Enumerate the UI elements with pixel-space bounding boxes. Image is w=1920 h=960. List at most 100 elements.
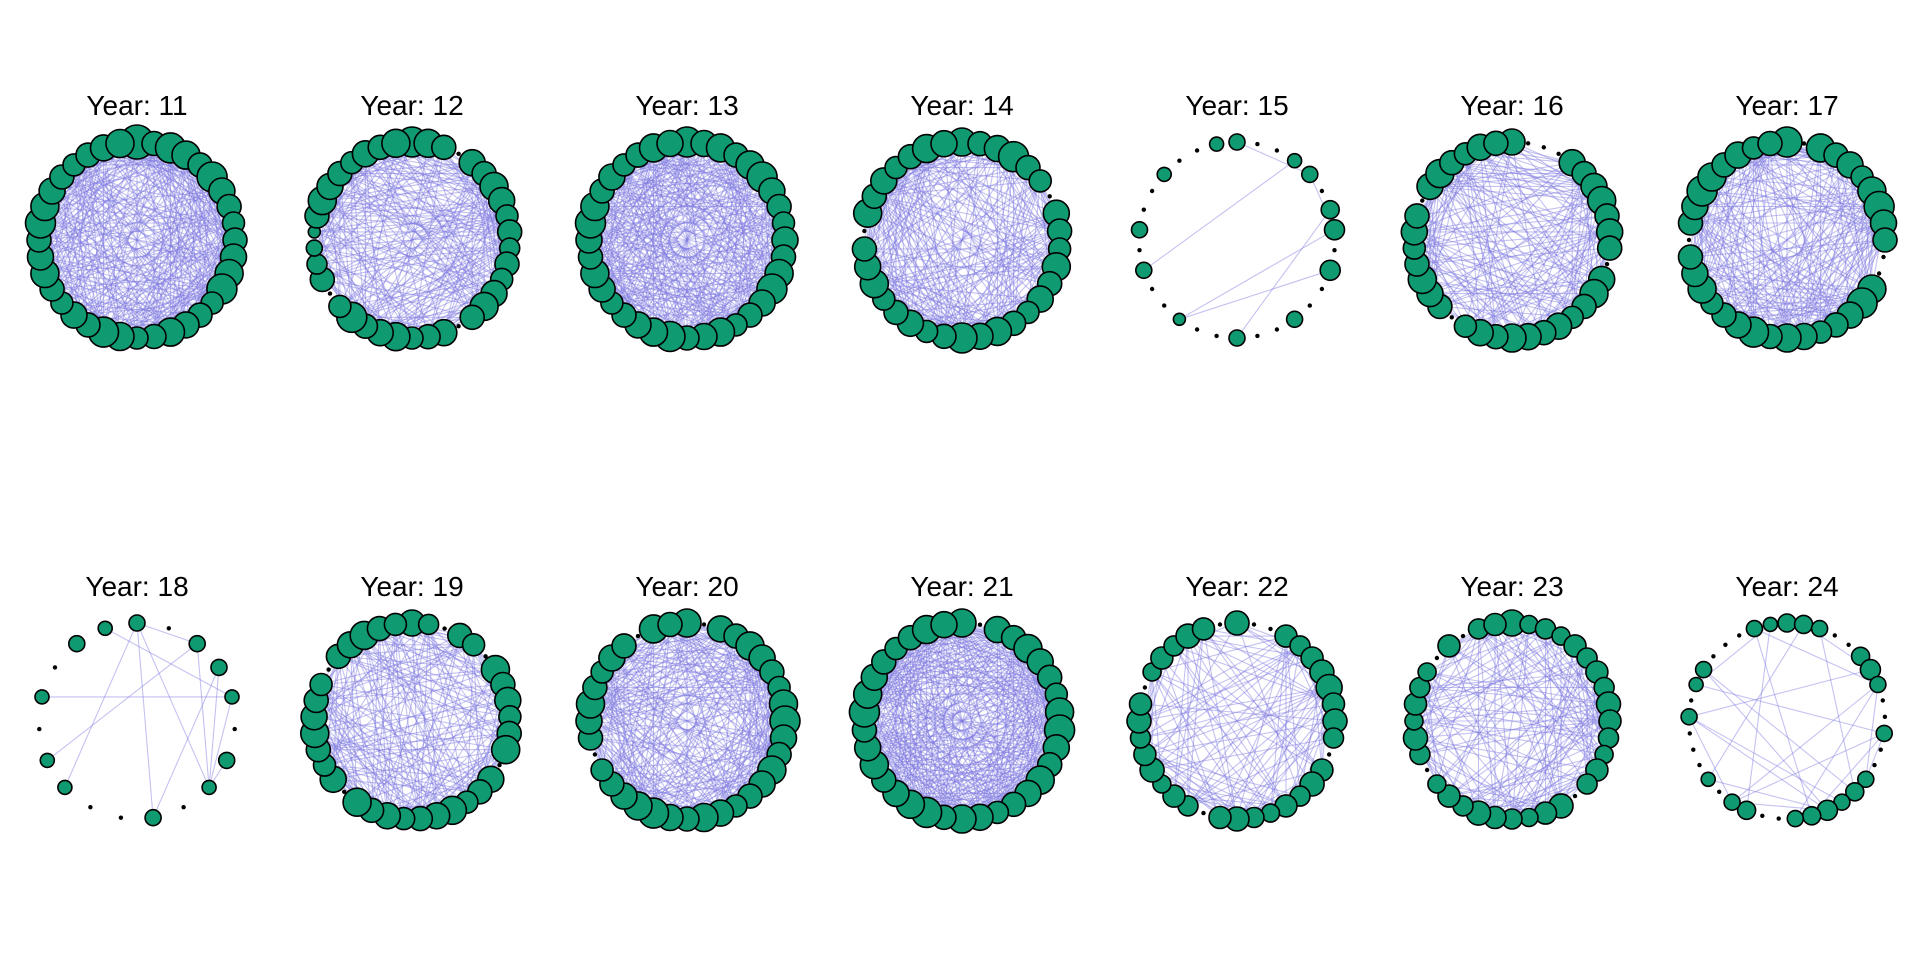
- network-edge: [1701, 154, 1739, 290]
- network-edge: [1737, 154, 1884, 224]
- network-edge: [411, 162, 473, 339]
- network-edge: [867, 661, 1041, 749]
- network-edge: [653, 256, 784, 333]
- network-edge: [873, 196, 963, 339]
- network-edge: [1140, 686, 1330, 739]
- network-edge: [428, 624, 481, 792]
- network-edge: [1415, 635, 1562, 705]
- network-edge: [322, 200, 510, 233]
- network-edge: [1479, 146, 1608, 217]
- network-edge: [73, 302, 213, 316]
- network-edge: [349, 644, 453, 811]
- network-edge: [669, 624, 784, 739]
- network-edge: [40, 256, 222, 290]
- network-edge: [909, 629, 928, 805]
- network-node: [1801, 805, 1822, 826]
- network-edge: [1439, 173, 1595, 295]
- network-edge: [322, 200, 510, 249]
- network-edge: [1479, 215, 1608, 334]
- network-edge: [873, 677, 928, 813]
- network-edge: [961, 711, 1061, 820]
- network-edge: [1419, 628, 1546, 755]
- network-edge: [1737, 222, 1884, 326]
- network-edge: [61, 155, 89, 304]
- network-edge: [316, 215, 510, 233]
- network-edge: [44, 143, 155, 274]
- network-edge: [136, 141, 187, 326]
- network-edge: [653, 147, 773, 290]
- network-edge: [394, 624, 421, 819]
- network-edge: [73, 164, 234, 258]
- network-edge: [1439, 173, 1545, 334]
- network-edge: [594, 176, 763, 274]
- panel-title: Year: 12: [360, 90, 463, 121]
- network-edge: [623, 635, 737, 797]
- network-edge: [943, 624, 1057, 749]
- network-edge: [611, 176, 772, 192]
- network-edge: [1786, 147, 1822, 339]
- network-edge: [1419, 687, 1496, 818]
- network-edge: [1415, 703, 1588, 785]
- network-node: [306, 253, 328, 275]
- network-edge: [749, 645, 763, 785]
- network-edge: [594, 164, 751, 274]
- network-edge: [1429, 278, 1602, 295]
- network-edge: [874, 180, 1041, 197]
- network-edge: [926, 661, 1041, 813]
- network-edge: [136, 164, 201, 339]
- network-edge: [864, 711, 998, 813]
- network-edge: [322, 185, 495, 202]
- network-edge: [588, 622, 688, 722]
- network-edge: [1819, 190, 1873, 333]
- network-edge: [623, 720, 786, 797]
- network-edge: [356, 699, 509, 803]
- network-edge: [1511, 141, 1545, 333]
- network-edge: [611, 657, 737, 807]
- network-edge: [1448, 753, 1605, 797]
- network-edge: [338, 655, 508, 701]
- network-edge: [623, 769, 772, 797]
- network-edge: [623, 645, 705, 818]
- network-edge: [601, 671, 773, 771]
- network-edge: [594, 687, 654, 814]
- network-edge: [961, 622, 1015, 805]
- network-edge: [926, 629, 1015, 805]
- network-edge: [1528, 624, 1598, 771]
- network-edge: [44, 147, 171, 207]
- network-node: [1597, 727, 1620, 749]
- network-edge: [351, 247, 510, 318]
- network-edge: [443, 147, 508, 265]
- network-edge: [669, 143, 722, 333]
- network-edge: [623, 783, 763, 797]
- network-edge: [623, 164, 688, 339]
- network-edge: [351, 141, 413, 318]
- network-edge: [652, 622, 688, 814]
- network-edge: [996, 637, 1015, 813]
- network-edge: [73, 147, 105, 316]
- network-edge: [73, 190, 223, 316]
- network-edge: [102, 141, 138, 333]
- network-edge: [719, 164, 751, 333]
- network-edge: [365, 153, 495, 187]
- network-edge: [1144, 753, 1287, 807]
- network-node: [1723, 793, 1741, 812]
- network-edge: [1694, 206, 1863, 304]
- network-edge: [611, 657, 780, 689]
- network-edge: [653, 628, 784, 739]
- network-edge: [590, 635, 737, 705]
- panel-title: Year: 13: [635, 90, 738, 121]
- network-node: [1762, 616, 1779, 633]
- network-edge: [1688, 716, 1733, 803]
- network-edge: [443, 186, 495, 333]
- network-edge: [637, 206, 780, 326]
- network-edge: [594, 272, 763, 304]
- network-edge: [351, 147, 445, 318]
- network-edge: [637, 657, 763, 807]
- network-edge: [611, 302, 751, 316]
- network-edge: [926, 148, 1051, 285]
- network-edge: [602, 190, 780, 208]
- network-edge: [601, 645, 751, 771]
- network-edge: [874, 747, 1057, 766]
- network-edge: [926, 624, 945, 813]
- network-edge: [1439, 173, 1595, 187]
